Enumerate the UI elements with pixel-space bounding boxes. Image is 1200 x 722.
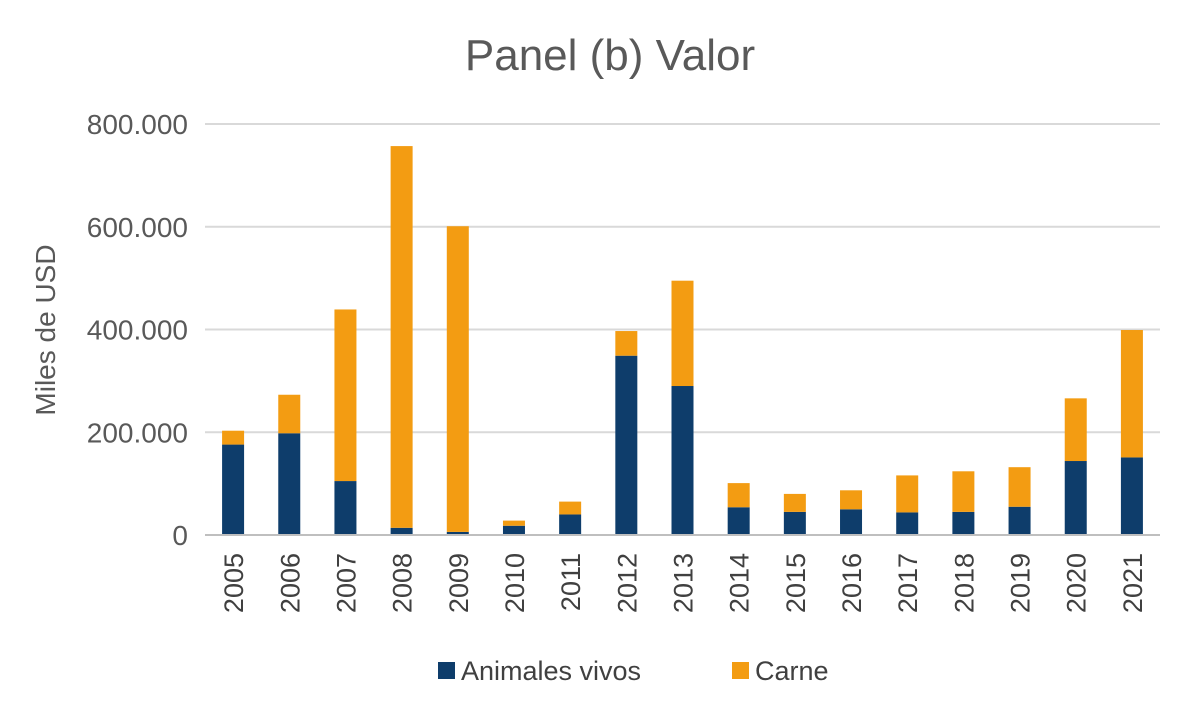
bar-animales-vivos-2017 bbox=[896, 512, 919, 535]
x-tick-label: 2005 bbox=[219, 553, 249, 613]
bar-animales-vivos-2005 bbox=[222, 444, 245, 535]
bar-carne-2015 bbox=[783, 493, 806, 512]
legend-swatch bbox=[732, 662, 749, 679]
bar-animales-vivos-2020 bbox=[1064, 461, 1087, 535]
bar-carne-2007 bbox=[334, 309, 357, 482]
bar-carne-2006 bbox=[278, 394, 301, 434]
bar-carne-2013 bbox=[671, 280, 694, 387]
x-tick-label: 2014 bbox=[725, 553, 755, 613]
bars bbox=[222, 146, 1143, 535]
x-tick-label: 2008 bbox=[388, 553, 418, 613]
bar-animales-vivos-2016 bbox=[840, 509, 863, 535]
x-tick-label: 2016 bbox=[837, 553, 867, 613]
bar-animales-vivos-2010 bbox=[502, 525, 525, 535]
bar-animales-vivos-2011 bbox=[559, 514, 582, 535]
bar-animales-vivos-2018 bbox=[952, 511, 975, 535]
x-tick-label: 2021 bbox=[1118, 553, 1148, 613]
x-tick-label: 2013 bbox=[669, 553, 699, 613]
x-tick-label: 2006 bbox=[275, 553, 305, 613]
bar-carne-2017 bbox=[896, 475, 919, 513]
y-axis-label: Miles de USD bbox=[30, 244, 61, 415]
bar-carne-2009 bbox=[446, 226, 469, 532]
x-tick-label: 2017 bbox=[893, 553, 923, 613]
bar-animales-vivos-2015 bbox=[783, 511, 806, 535]
x-tick-label: 2012 bbox=[612, 553, 642, 613]
x-tick-label: 2007 bbox=[331, 553, 361, 613]
legend: Animales vivos Carne bbox=[438, 656, 829, 686]
bar-carne-2020 bbox=[1064, 398, 1087, 462]
bar-carne-2010 bbox=[502, 520, 525, 526]
bar-carne-2008 bbox=[390, 146, 413, 528]
bar-carne-2019 bbox=[1008, 467, 1031, 507]
x-tick-labels: 2005 2006 2007 2008 2009 2010 2011 2012 2013 2014… bbox=[219, 553, 1148, 613]
bar-animales-vivos-2008 bbox=[390, 527, 413, 535]
x-tick-label: 2009 bbox=[444, 553, 474, 613]
x-tick-label: 2010 bbox=[500, 553, 530, 613]
x-tick-label: 2015 bbox=[781, 553, 811, 613]
bar-animales-vivos-2013 bbox=[671, 386, 694, 535]
bar-carne-2005 bbox=[222, 430, 245, 445]
bar-carne-2011 bbox=[559, 501, 582, 515]
bar-carne-2016 bbox=[840, 490, 863, 510]
y-tick-label: 200.000 bbox=[87, 417, 188, 448]
bar-animales-vivos-2014 bbox=[727, 507, 750, 535]
bar-carne-2021 bbox=[1120, 330, 1143, 458]
legend-label: Carne bbox=[755, 656, 829, 686]
chart-title: Panel (b) Valor bbox=[465, 31, 755, 80]
bar-carne-2018 bbox=[952, 471, 975, 512]
bar-carne-2014 bbox=[727, 483, 750, 508]
x-tick-label: 2011 bbox=[556, 553, 586, 611]
y-tick-labels: 0 200.000 400.000 600.000 800.000 bbox=[87, 109, 188, 551]
x-tick-label: 2020 bbox=[1062, 553, 1092, 613]
bar-animales-vivos-2012 bbox=[615, 355, 638, 535]
y-tick-label: 800.000 bbox=[87, 109, 188, 140]
legend-swatch bbox=[438, 662, 455, 679]
y-tick-label: 0 bbox=[172, 520, 188, 551]
legend-label: Animales vivos bbox=[461, 656, 641, 686]
bar-animales-vivos-2019 bbox=[1008, 506, 1031, 535]
x-tick-label: 2018 bbox=[949, 553, 979, 613]
y-tick-label: 400.000 bbox=[87, 315, 188, 346]
bar-animales-vivos-2006 bbox=[278, 433, 301, 535]
bar-animales-vivos-2009 bbox=[446, 531, 469, 535]
y-tick-label: 600.000 bbox=[87, 212, 188, 243]
x-tick-label: 2019 bbox=[1006, 553, 1036, 613]
bar-animales-vivos-2007 bbox=[334, 481, 357, 535]
bar-animales-vivos-2021 bbox=[1120, 457, 1143, 535]
bar-carne-2012 bbox=[615, 331, 638, 356]
